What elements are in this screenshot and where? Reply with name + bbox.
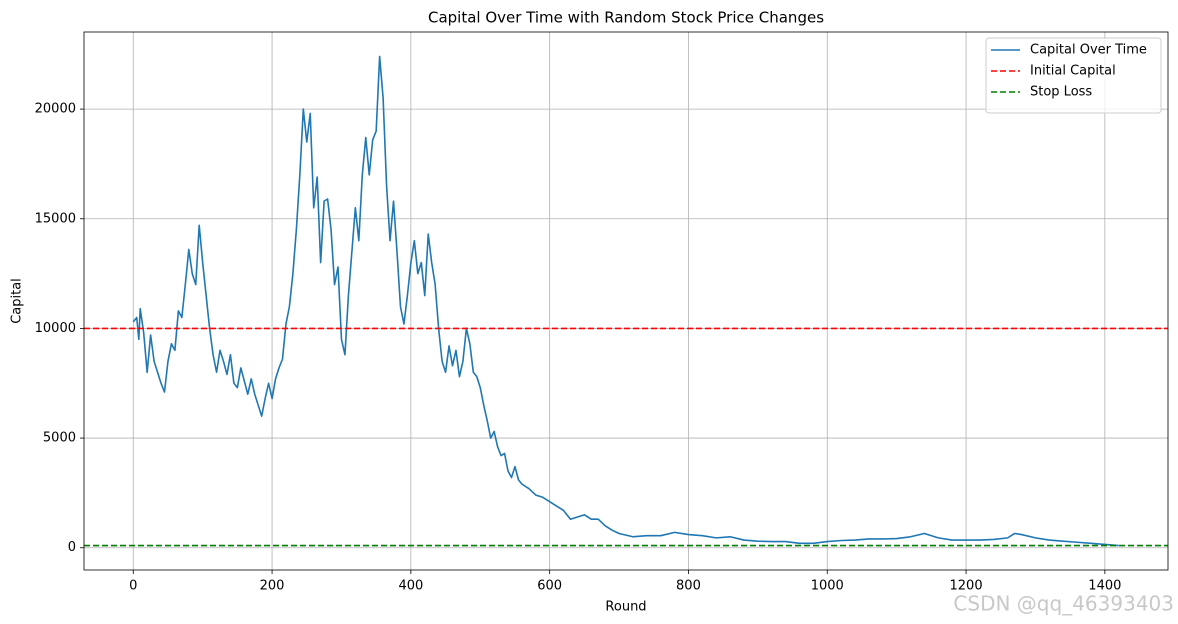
x-tick-label: 1000 (811, 579, 844, 594)
legend-label: Stop Loss (1030, 85, 1092, 100)
legend-label: Initial Capital (1030, 64, 1116, 79)
y-axis-label: Capital (10, 278, 25, 324)
x-tick-label: 1400 (1088, 579, 1121, 594)
x-tick-label: 1200 (950, 579, 983, 594)
y-tick-label: 5000 (43, 431, 76, 446)
y-tick-label: 15000 (35, 211, 76, 226)
y-tick-label: 20000 (35, 102, 76, 117)
y-tick-label: 0 (68, 540, 76, 555)
chart-title: Capital Over Time with Random Stock Pric… (428, 9, 824, 27)
x-tick-label: 200 (260, 579, 285, 594)
x-tick-label: 600 (537, 579, 562, 594)
plot-frame (83, 31, 1169, 571)
data-line (132, 55, 1119, 547)
x-tick-label: 0 (129, 579, 137, 594)
x-tick-label: 800 (676, 579, 701, 594)
x-axis-label: Round (605, 600, 646, 615)
watermark: CSDN @qq_46393403 (953, 592, 1174, 616)
legend-box (985, 37, 1162, 114)
x-tick-label: 400 (398, 579, 423, 594)
legend-label: Capital Over Time (1030, 43, 1147, 58)
y-tick-label: 10000 (35, 321, 76, 336)
